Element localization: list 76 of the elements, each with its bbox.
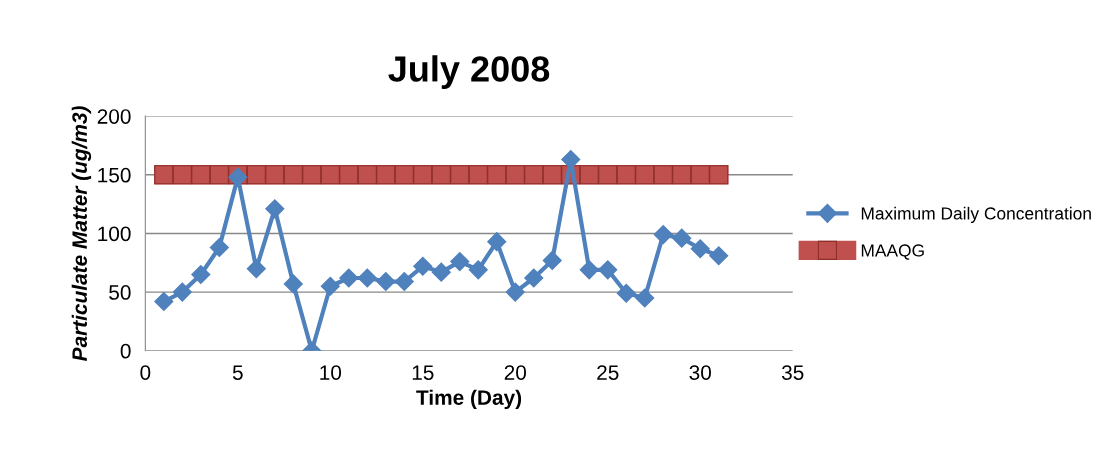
- point: [653, 165, 673, 185]
- y-tick-label: 150: [98, 167, 131, 183]
- point: [191, 165, 211, 185]
- point: [283, 274, 303, 294]
- point: [191, 264, 211, 285]
- point: [542, 250, 562, 270]
- point: [154, 165, 174, 185]
- point: [246, 165, 266, 185]
- point: [524, 268, 544, 288]
- x-tick-label: 5: [232, 365, 243, 380]
- point: [487, 165, 507, 185]
- point: [505, 282, 525, 302]
- legend-label: Maximum Daily Concentration: [861, 206, 1091, 224]
- point: [320, 165, 340, 185]
- x-tick-label: 10: [320, 365, 342, 380]
- chart-title: July 2008: [388, 55, 550, 89]
- point: [172, 165, 192, 185]
- point: [339, 165, 359, 185]
- x-tick-label: 30: [689, 365, 712, 380]
- point: [542, 165, 562, 185]
- point: [635, 165, 655, 185]
- point: [339, 268, 359, 288]
- point: [320, 276, 340, 296]
- point: [672, 165, 692, 185]
- point: [505, 165, 525, 185]
- point: [468, 165, 488, 185]
- point: [450, 252, 470, 272]
- x-tick-label: 0: [140, 365, 151, 380]
- y-tick-label: 0: [120, 343, 131, 359]
- y-axis-title: Particulate Matter (ug/m3): [71, 106, 92, 361]
- point: [690, 239, 710, 259]
- point: [172, 282, 192, 302]
- point: [598, 165, 618, 185]
- point: [561, 150, 581, 170]
- point: [672, 228, 692, 248]
- x-tick-label: 25: [597, 365, 619, 380]
- point: [616, 283, 636, 303]
- point: [265, 165, 285, 185]
- point: [487, 232, 507, 252]
- point: [598, 260, 618, 280]
- point: [431, 262, 451, 282]
- point: [579, 260, 599, 280]
- point: [394, 272, 414, 292]
- point: [709, 246, 729, 266]
- point: [357, 165, 377, 185]
- point: [265, 199, 285, 219]
- point: [653, 225, 673, 245]
- point: [524, 165, 544, 185]
- x-tick-label: 35: [781, 365, 804, 380]
- y-tick-label: 100: [98, 226, 131, 242]
- point: [468, 260, 488, 280]
- point: [431, 165, 451, 185]
- x-tick-label: 20: [504, 365, 527, 380]
- point: [413, 256, 433, 276]
- point: [209, 165, 229, 185]
- y-tick-label: 50: [109, 285, 131, 300]
- point: [616, 165, 636, 185]
- point: [709, 165, 729, 185]
- point: [283, 165, 303, 185]
- point: [209, 237, 229, 258]
- legend-label: MAAQG: [861, 244, 924, 260]
- point: [579, 165, 599, 185]
- point: [357, 268, 377, 288]
- point: [394, 165, 414, 185]
- point: [302, 165, 322, 185]
- x-axis-title: Time (Day): [416, 389, 522, 410]
- point: [413, 165, 433, 185]
- point: [635, 288, 655, 308]
- point: [690, 165, 710, 185]
- x-tick-label: 15: [412, 365, 434, 380]
- point: [376, 272, 396, 292]
- point: [450, 165, 470, 185]
- point: [376, 165, 396, 185]
- y-tick-label: 200: [97, 109, 131, 124]
- point: [246, 259, 266, 279]
- point: [154, 291, 174, 312]
